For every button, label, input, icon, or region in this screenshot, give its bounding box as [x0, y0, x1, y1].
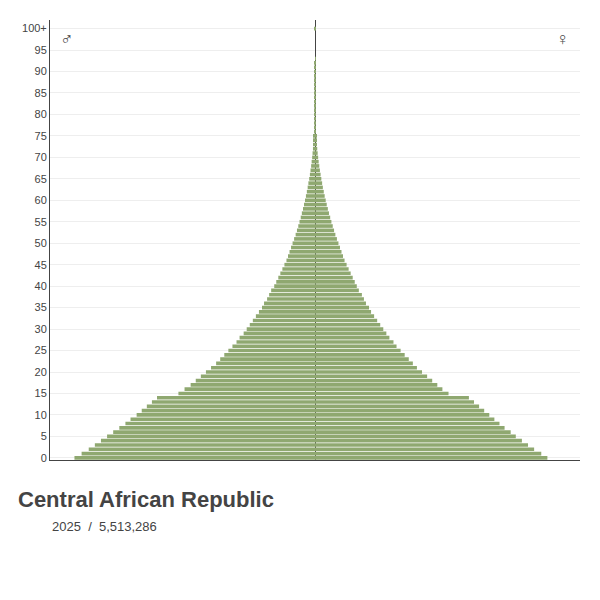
svg-text:75: 75: [35, 130, 47, 142]
svg-text:Central African Republic: Central African Republic: [18, 487, 274, 512]
svg-text:35: 35: [35, 301, 47, 313]
svg-text:2025 / 5,513,286: 2025 / 5,513,286: [52, 519, 157, 534]
svg-text:10: 10: [35, 409, 47, 421]
svg-text:15: 15: [35, 387, 47, 399]
svg-text:30: 30: [35, 323, 47, 335]
svg-text:40: 40: [35, 280, 47, 292]
svg-text:90: 90: [35, 65, 47, 77]
svg-text:0: 0: [41, 452, 47, 464]
svg-text:20: 20: [35, 366, 47, 378]
svg-text:25: 25: [35, 344, 47, 356]
svg-text:85: 85: [35, 87, 47, 99]
svg-text:5: 5: [41, 430, 47, 442]
svg-text:♂: ♂: [60, 29, 74, 49]
svg-text:45: 45: [35, 259, 47, 271]
svg-text:70: 70: [35, 151, 47, 163]
svg-text:95: 95: [35, 44, 47, 56]
svg-text:80: 80: [35, 108, 47, 120]
svg-text:55: 55: [35, 216, 47, 228]
svg-text:♀: ♀: [556, 29, 570, 49]
svg-text:100+: 100+: [22, 22, 47, 34]
svg-text:60: 60: [35, 194, 47, 206]
svg-text:50: 50: [35, 237, 47, 249]
svg-text:65: 65: [35, 173, 47, 185]
